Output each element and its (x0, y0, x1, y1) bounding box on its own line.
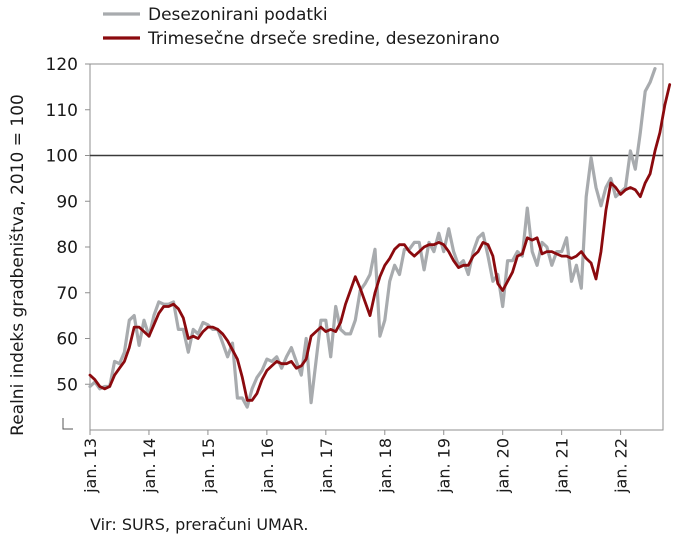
y-tick-label-100: 100 (46, 147, 78, 167)
y-tick-label-50: 50 (56, 375, 78, 395)
source-note: Vir: SURS, preračuni UMAR. (90, 515, 309, 534)
legend-label-2: Trimesečne drseče sredine, desezonirano (147, 29, 500, 49)
y-tick-label-70: 70 (56, 284, 78, 304)
y-tick-label-120: 120 (46, 55, 78, 75)
x-tick-label-2: jan. 15 (199, 438, 218, 494)
x-tick-label-4: jan. 17 (317, 438, 336, 494)
plot-area (89, 63, 664, 431)
y-axis: 50 60 70 80 90 100 110 120 (46, 55, 90, 430)
series-layer (88, 66, 672, 409)
x-tick-label-5: jan. 18 (376, 438, 395, 494)
x-tick-label-7: jan. 20 (494, 438, 513, 494)
plot-border (89, 63, 664, 431)
y-tick-label-110: 110 (46, 101, 78, 121)
x-tick-label-3: jan. 16 (258, 438, 277, 494)
y-tick-label-90: 90 (56, 192, 78, 212)
y-tick-label-80: 80 (56, 238, 78, 258)
x-tick-label-8: jan. 21 (553, 438, 572, 494)
y-axis-title: Realni indeks gradbeništva, 2010 = 100 (8, 94, 28, 436)
x-tick-label-1: jan. 14 (140, 438, 159, 494)
x-tick-label-0: jan. 13 (81, 438, 100, 494)
x-tick-label-9: jan. 22 (612, 438, 631, 494)
legend-label-1: Desezonirani podatki (148, 5, 328, 25)
axis-break-mark (62, 418, 73, 430)
legend: Desezonirani podatki Trimesečne drseče sr… (103, 5, 500, 49)
series-line-1 (88, 66, 657, 409)
x-axis: jan. 13 jan. 14 jan. 15 jan. 16 jan. 17 jan. … (81, 430, 631, 494)
series-line-2 (88, 83, 672, 402)
y-tick-label-60: 60 (56, 330, 78, 350)
x-tick-label-6: jan. 19 (435, 438, 454, 494)
